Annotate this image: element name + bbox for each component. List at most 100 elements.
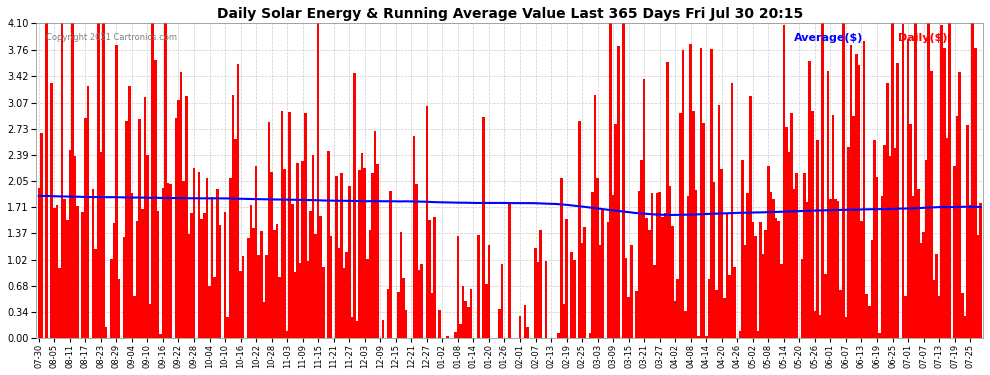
Bar <box>139 119 141 338</box>
Bar <box>565 219 568 338</box>
Bar <box>68 150 71 338</box>
Bar <box>397 292 400 338</box>
Bar <box>428 220 431 338</box>
Bar <box>185 96 187 338</box>
Bar <box>827 71 830 338</box>
Bar <box>66 219 68 338</box>
Bar <box>71 24 73 338</box>
Bar <box>131 193 134 338</box>
Bar <box>816 140 819 338</box>
Bar <box>700 48 702 338</box>
Bar <box>371 173 374 338</box>
Bar <box>288 112 291 338</box>
Bar <box>286 331 288 338</box>
Bar <box>844 317 847 338</box>
Bar <box>889 156 891 338</box>
Bar <box>376 164 379 338</box>
Bar <box>81 212 84 338</box>
Bar <box>806 201 809 338</box>
Bar <box>92 189 94 338</box>
Bar <box>456 236 459 338</box>
Bar <box>607 222 609 338</box>
Bar <box>915 24 917 338</box>
Bar <box>248 238 249 338</box>
Bar <box>187 234 190 338</box>
Bar <box>873 140 876 338</box>
Bar <box>501 264 503 338</box>
Bar <box>169 184 172 338</box>
Bar <box>578 121 581 338</box>
Bar <box>622 24 625 338</box>
Bar <box>612 195 615 338</box>
Bar <box>294 272 296 338</box>
Bar <box>50 83 53 338</box>
Bar <box>602 210 604 338</box>
Bar <box>267 122 270 338</box>
Bar <box>105 327 107 338</box>
Bar <box>177 99 180 338</box>
Bar <box>76 206 79 338</box>
Bar <box>788 152 790 338</box>
Bar <box>658 192 661 338</box>
Bar <box>278 277 281 338</box>
Bar <box>832 115 835 338</box>
Bar <box>645 218 648 338</box>
Bar <box>617 46 620 338</box>
Bar <box>343 268 346 338</box>
Bar <box>262 302 265 338</box>
Bar <box>211 197 214 338</box>
Bar <box>240 271 242 338</box>
Bar <box>454 332 456 338</box>
Bar <box>705 336 708 338</box>
Bar <box>190 213 193 338</box>
Bar <box>716 290 718 338</box>
Bar <box>742 160 743 338</box>
Bar <box>599 245 602 338</box>
Bar <box>842 24 844 338</box>
Bar <box>886 83 889 338</box>
Bar <box>655 193 658 338</box>
Bar <box>446 336 448 338</box>
Bar <box>134 296 136 338</box>
Bar <box>976 235 979 338</box>
Bar <box>801 259 803 338</box>
Bar <box>663 213 666 338</box>
Text: Average($): Average($) <box>794 33 863 43</box>
Bar <box>609 24 612 338</box>
Bar <box>809 61 811 338</box>
Bar <box>557 333 560 338</box>
Bar <box>971 24 974 338</box>
Bar <box>907 39 910 338</box>
Bar <box>729 275 731 338</box>
Bar <box>115 45 118 338</box>
Bar <box>270 172 273 338</box>
Bar <box>249 205 252 338</box>
Bar <box>591 192 594 338</box>
Bar <box>718 105 721 338</box>
Bar <box>368 230 371 338</box>
Bar <box>347 186 350 338</box>
Bar <box>87 86 89 338</box>
Bar <box>966 125 969 338</box>
Bar <box>350 318 353 338</box>
Bar <box>309 211 312 338</box>
Bar <box>224 211 227 338</box>
Bar <box>242 256 245 338</box>
Bar <box>648 230 650 338</box>
Bar <box>653 265 655 338</box>
Bar <box>583 227 586 338</box>
Bar <box>203 213 206 338</box>
Bar <box>581 243 583 338</box>
Bar <box>128 86 131 338</box>
Bar <box>682 50 684 338</box>
Bar <box>840 290 842 338</box>
Bar <box>974 48 976 338</box>
Bar <box>237 64 240 338</box>
Bar <box>353 73 355 338</box>
Bar <box>421 264 423 338</box>
Bar <box>63 199 66 338</box>
Bar <box>684 311 687 338</box>
Bar <box>535 248 537 338</box>
Bar <box>167 183 169 338</box>
Bar <box>780 264 782 338</box>
